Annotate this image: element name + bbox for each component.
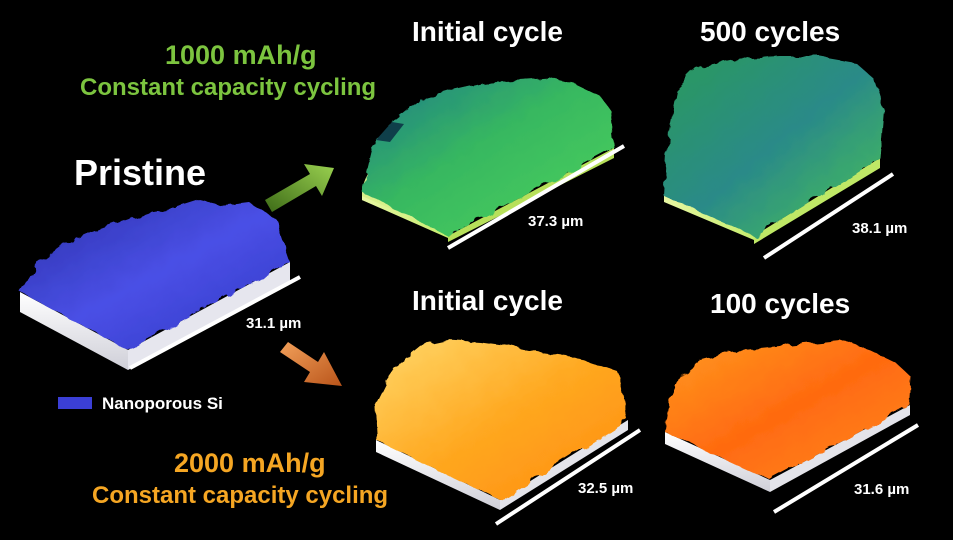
green-500-scale-label: 38.1 µm bbox=[852, 220, 908, 237]
green-500-slab bbox=[664, 56, 884, 244]
pristine-title: Pristine bbox=[74, 152, 207, 193]
pristine-scale-bar bbox=[129, 275, 301, 370]
green-initial-scale-label: 37.3 µm bbox=[528, 213, 584, 230]
orange-initial-slab bbox=[374, 340, 628, 510]
orange-100-scale-label: 31.6 µm bbox=[854, 481, 910, 498]
capacity-2000-label: 2000 mAh/g bbox=[174, 448, 326, 478]
green-500-title: 500 cycles bbox=[700, 16, 841, 47]
pristine-scale-label: 31.1 µm bbox=[246, 315, 302, 332]
capacity-1000-label: 1000 mAh/g bbox=[165, 40, 317, 70]
pristine-slab bbox=[20, 200, 290, 370]
mode-2000-label: Constant capacity cycling bbox=[92, 482, 389, 509]
orange-initial-title: Initial cycle bbox=[412, 285, 563, 316]
orange-initial-scale-label: 32.5 µm bbox=[578, 480, 634, 497]
orange-100-slab bbox=[665, 340, 912, 492]
legend-swatch bbox=[58, 397, 92, 409]
green-initial-title: Initial cycle bbox=[412, 16, 563, 47]
orange-100-title: 100 cycles bbox=[710, 288, 851, 319]
orange-100-scale-bar bbox=[772, 423, 920, 514]
legend-label: Nanoporous Si bbox=[102, 394, 223, 413]
arrow-to-2000 bbox=[280, 342, 342, 386]
orange-initial-scale-bar bbox=[494, 428, 642, 526]
mode-1000-label: Constant capacity cycling bbox=[80, 74, 377, 101]
green-500-scale-bar bbox=[762, 172, 895, 260]
green-initial-scale-bar bbox=[446, 144, 626, 250]
green-initial-slab bbox=[362, 78, 614, 242]
arrow-to-1000 bbox=[265, 164, 334, 212]
